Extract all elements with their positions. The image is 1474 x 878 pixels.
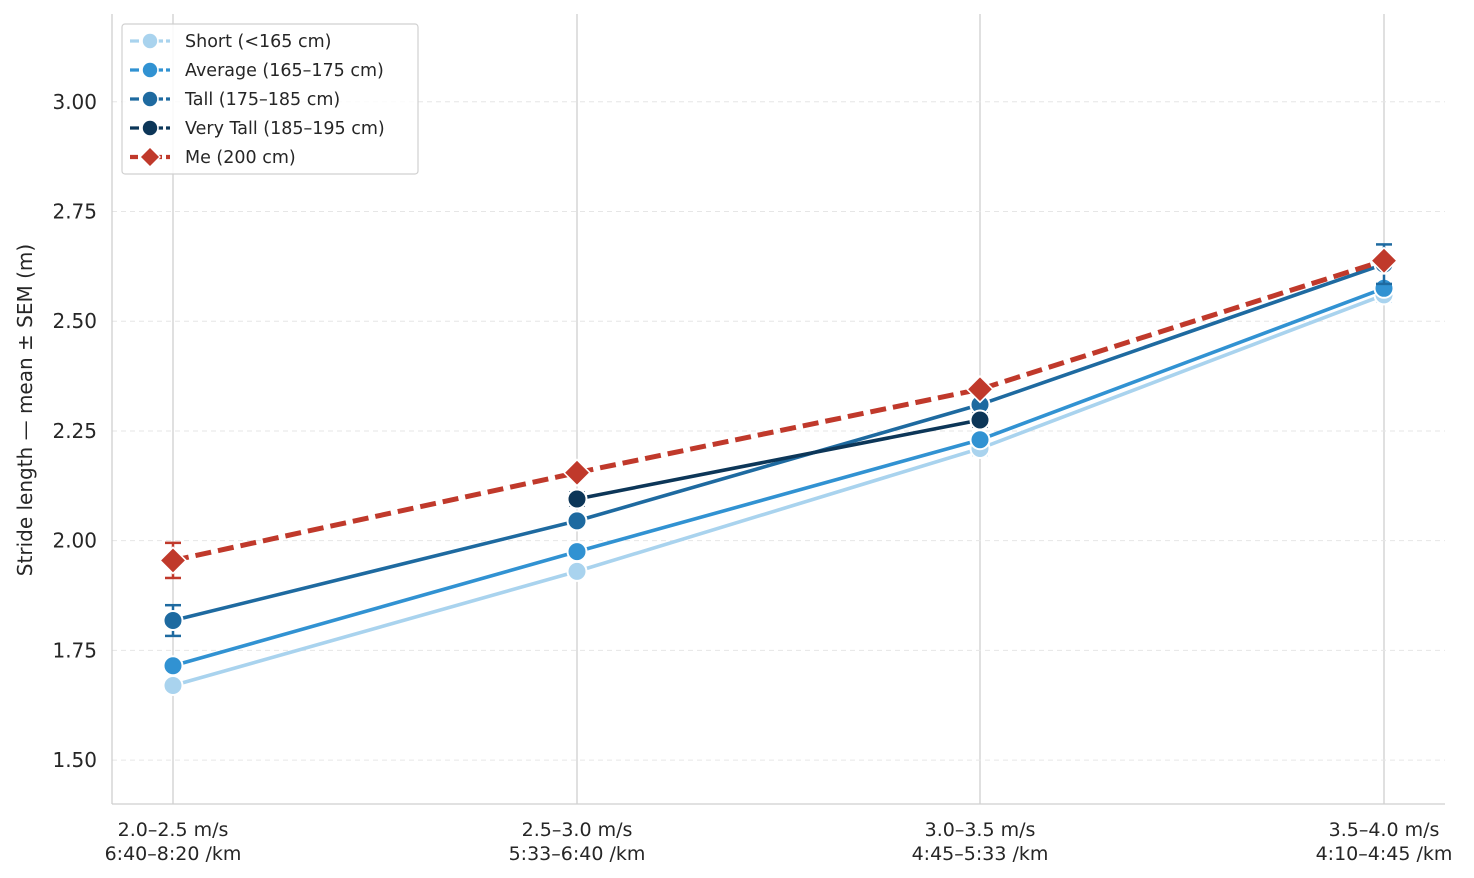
legend-item: Me (200 cm) xyxy=(130,146,296,168)
legend-item: Tall (175–185 cm) xyxy=(130,90,340,110)
legend-swatch-marker xyxy=(141,119,159,137)
x-tick-label: 4:10–4:45 /km xyxy=(1316,843,1453,865)
axes-layer xyxy=(111,14,1445,805)
series-line xyxy=(172,262,1385,623)
series-point xyxy=(562,458,592,487)
series-point xyxy=(566,510,588,532)
series-point xyxy=(162,655,184,677)
legend-item: Average (165–175 cm) xyxy=(130,61,384,81)
series-point xyxy=(158,546,188,575)
series-point xyxy=(969,429,991,451)
y-tick-label: 2.25 xyxy=(52,419,97,443)
series-point xyxy=(1369,246,1399,275)
series-line xyxy=(172,258,1385,563)
y-tick-label: 1.50 xyxy=(52,748,97,772)
x-tick-label: 4:45–5:33 /km xyxy=(912,843,1049,865)
series-point xyxy=(566,488,588,510)
legend-label: Average (165–175 cm) xyxy=(185,61,384,81)
series-point xyxy=(969,409,991,431)
legend-label: Tall (175–185 cm) xyxy=(184,90,340,110)
series-point xyxy=(965,375,995,404)
series-line xyxy=(172,286,1385,668)
y-tick-label: 2.75 xyxy=(52,200,97,224)
series-point xyxy=(162,675,184,696)
series-0 xyxy=(162,284,1395,696)
y-tick-label: 2.00 xyxy=(52,529,97,553)
legend-item: Short (<165 cm) xyxy=(130,32,331,52)
series-4 xyxy=(158,246,1399,580)
series-point xyxy=(566,541,588,563)
x-tick-label: 3.5–4.0 m/s xyxy=(1329,819,1440,841)
x-tick-label: 3.0–3.5 m/s xyxy=(925,819,1036,841)
x-tick-label: 6:40–8:20 /km xyxy=(105,843,242,865)
legend-swatch-marker xyxy=(141,32,159,50)
x-tick-label: 2.5–3.0 m/s xyxy=(522,819,633,841)
legend-item: Very Tall (185–195 cm) xyxy=(130,119,385,139)
legend-box xyxy=(121,23,419,175)
series-point xyxy=(566,560,588,582)
tick-label-layer: 1.50 1.75 2.00 2.25 2.50 2.75 3.00 2.0–2.5 m/s6… xyxy=(52,90,1452,865)
legend-label: Short (<165 cm) xyxy=(185,32,331,52)
series-point xyxy=(162,610,184,632)
x-tick-label: 2.0–2.5 m/s xyxy=(118,819,229,841)
series-2 xyxy=(162,243,1395,638)
legend-label: Me (200 cm) xyxy=(185,148,296,168)
legend-swatch-marker xyxy=(139,146,161,168)
series-1 xyxy=(162,277,1395,677)
legend: Short (<165 cm) Average (165–175 cm) Tall … xyxy=(121,23,419,175)
series-3 xyxy=(566,409,991,510)
series-line xyxy=(576,418,981,501)
series-layer xyxy=(158,243,1399,696)
y-tick-label: 2.50 xyxy=(52,309,97,333)
x-tick-label: 5:33–6:40 /km xyxy=(509,843,646,865)
legend-swatch-marker xyxy=(141,61,159,79)
y-axis-label: Stride length — mean ± SEM (m) xyxy=(13,244,37,576)
legend-swatch-marker xyxy=(141,90,159,108)
grid-layer xyxy=(112,14,1445,804)
y-tick-label: 3.00 xyxy=(52,90,97,114)
legend-label: Very Tall (185–195 cm) xyxy=(185,119,385,139)
series-line xyxy=(172,293,1385,688)
y-tick-label: 1.75 xyxy=(52,638,97,662)
